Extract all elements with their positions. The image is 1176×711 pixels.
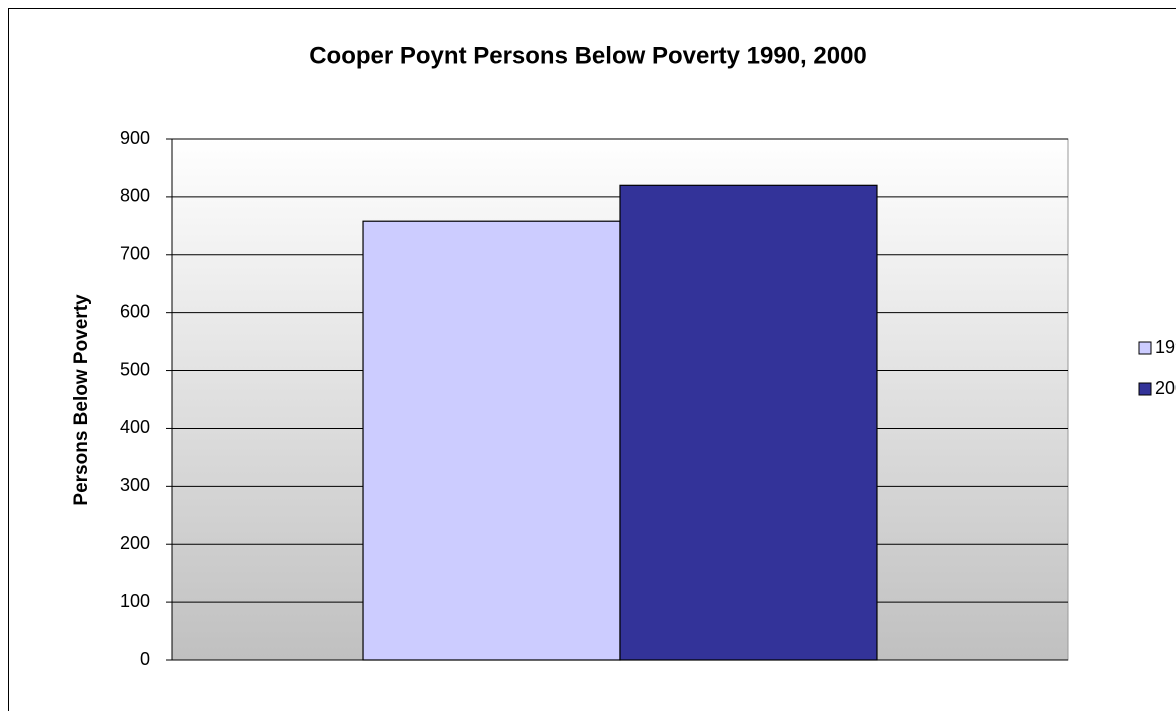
y-tick-label: 900 xyxy=(120,128,150,148)
y-tick-label: 0 xyxy=(140,649,150,669)
y-tick-label: 800 xyxy=(120,186,150,206)
y-tick-label: 100 xyxy=(120,591,150,611)
legend-swatch xyxy=(1138,341,1152,355)
y-tick-label: 500 xyxy=(120,359,150,379)
y-tick-label: 400 xyxy=(120,417,150,437)
legend-swatch xyxy=(1138,382,1152,396)
y-tick-label: 700 xyxy=(120,244,150,264)
legend-label: 1990 xyxy=(1155,337,1176,357)
bar xyxy=(362,220,621,661)
y-axis-title: Persons Below Poverty xyxy=(71,294,92,506)
bar xyxy=(619,184,878,661)
y-tick-label: 300 xyxy=(120,475,150,495)
chart-title: Cooper Poynt Persons Below Poverty 1990,… xyxy=(309,42,867,69)
y-tick-label: 200 xyxy=(120,533,150,553)
legend-label: 2000 xyxy=(1155,378,1176,398)
y-tick-label: 600 xyxy=(120,301,150,321)
